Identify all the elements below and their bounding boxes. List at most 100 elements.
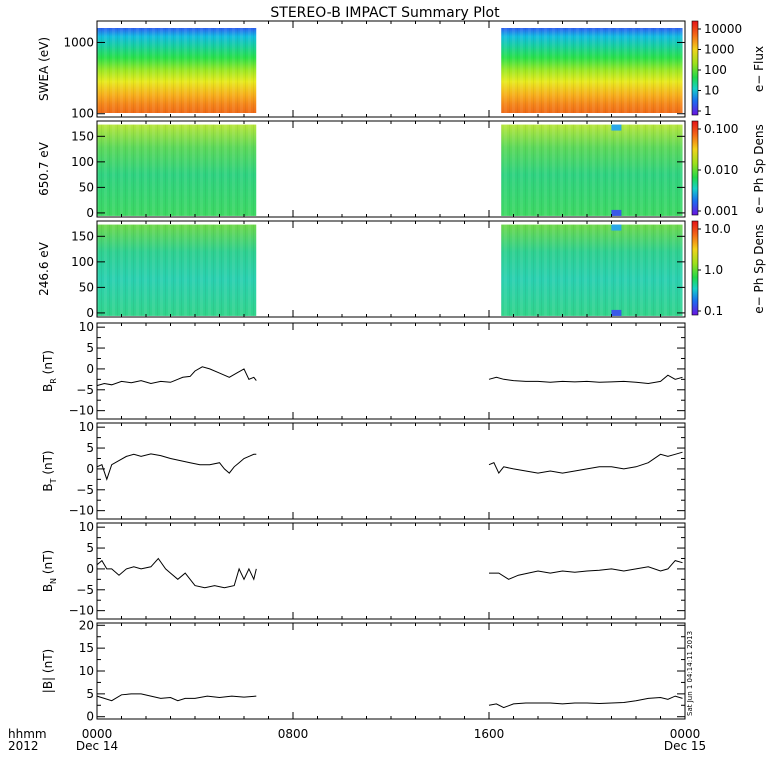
timestamp-label: Sat Jun 1 04:14:11 2013 <box>686 631 694 716</box>
y-axis-label-base: B <box>41 483 55 491</box>
colorbar-tick-label: 0.001 <box>704 204 738 218</box>
y-tick-label: −5 <box>76 583 94 597</box>
panel-frame <box>96 622 686 720</box>
series-line <box>96 557 257 589</box>
y-tick-label: 10 <box>79 664 94 678</box>
y-axis-label-subscript: T <box>49 478 58 484</box>
series-line <box>96 693 257 702</box>
y-tick-label: 0 <box>86 462 94 476</box>
y-tick-label: 10 <box>79 320 94 334</box>
x-row-label-hhmm: hhmm <box>8 727 47 741</box>
y-tick-label: 15 <box>79 641 94 655</box>
colorbar-tick-label: 100 <box>704 63 727 77</box>
y-axis-label: SWEA (eV) <box>37 37 51 101</box>
y-axis-label-unit: (nT) <box>41 350 55 378</box>
y-tick-label: 50 <box>79 280 94 294</box>
spectrogram-panel-1: 100 1000 SWEA (eV) 10000 1000 100 10 1 e− Flux <box>37 20 766 121</box>
y-axis-label-base: |B| <box>41 677 55 693</box>
y-tick-label: 5 <box>86 441 94 455</box>
spectrogram-texture <box>501 224 683 316</box>
series-line <box>96 366 257 387</box>
y-axis-label-unit: (nT) <box>41 550 55 578</box>
line-panel-n: 10 5 0 −5 −10 BN (nT) <box>41 520 686 620</box>
colorbar-tick-label: 10 <box>704 84 719 98</box>
x-tick-label-0000-end: 0000 <box>670 727 701 741</box>
colorbar <box>691 220 699 316</box>
series-line <box>488 451 683 475</box>
series-line <box>489 560 683 580</box>
x-tick-label-1600: 1600 <box>474 727 505 741</box>
colorbar-label: e− Ph Sp Dens <box>752 124 766 213</box>
y-tick-label: 5 <box>86 341 94 355</box>
series-line <box>488 374 683 385</box>
series-line <box>96 453 257 481</box>
series-line <box>488 695 683 709</box>
spectrogram-texture <box>97 124 257 216</box>
y-axis-label-base: B <box>41 384 55 392</box>
y-tick-label: −10 <box>69 604 94 618</box>
y-tick-label: −10 <box>69 404 94 418</box>
y-tick-label: 20 <box>79 618 94 632</box>
panel-frame <box>96 522 686 620</box>
y-tick-label: −10 <box>69 504 94 518</box>
y-tick-label: 0 <box>86 362 94 376</box>
spectrogram-blue-patch <box>611 209 622 216</box>
colorbar <box>691 20 699 116</box>
y-tick-label: 0 <box>86 306 94 320</box>
y-axis-label: |B| (nT) <box>41 649 55 693</box>
y-tick-label: −5 <box>76 483 94 497</box>
spectrogram-texture <box>97 224 257 316</box>
colorbar-tick-label: 0.100 <box>704 122 738 136</box>
colorbar-tick-label: 10000 <box>704 22 742 36</box>
x-date-label-dec15: Dec 15 <box>664 739 706 753</box>
x-axis-labels: hhmm 2012 0000 0800 1600 0000 Dec 14 Dec… <box>8 727 706 753</box>
y-tick-label: 10 <box>79 520 94 534</box>
y-axis-label-subscript: N <box>49 578 58 584</box>
spectrogram-blue-patch <box>611 224 622 231</box>
spectrogram-texture <box>501 124 683 216</box>
y-tick-label: 100 <box>71 155 94 169</box>
x-tick-label-0800: 0800 <box>278 727 309 741</box>
colorbar-label: e− Flux <box>752 46 766 92</box>
colorbar-label: e− Ph Sp Dens <box>752 224 766 313</box>
y-axis-label: 246.6 eV <box>37 241 51 296</box>
y-axis-label: BR (nT) <box>41 350 58 392</box>
line-panel-r: 10 5 0 −5 −10 BR (nT) <box>41 320 686 420</box>
y-tick-label: 100 <box>71 255 94 269</box>
plot-title: STEREO-B IMPACT Summary Plot <box>270 5 500 21</box>
y-tick-label: 50 <box>79 180 94 194</box>
colorbar-tick-label: 0.1 <box>704 304 723 318</box>
spectrogram-texture <box>97 28 257 113</box>
y-axis-label: 650.7 eV <box>37 141 51 196</box>
y-axis-label-base: B <box>41 584 55 592</box>
y-tick-label: 1000 <box>63 35 94 49</box>
spectrogram-blue-patch <box>611 309 622 316</box>
panel-frame <box>96 322 686 420</box>
spectrogram-panel-2: 0 50 100 150 650.7 eV 0.100 0.010 0.001 e− Ph Sp… <box>37 120 766 220</box>
y-tick-label: 0 <box>86 710 94 724</box>
colorbar-tick-label: 1000 <box>704 43 735 57</box>
y-tick-label: 0 <box>86 562 94 576</box>
panel-frame <box>96 422 686 520</box>
colorbar-tick-label: 0.010 <box>704 163 738 177</box>
y-axis-label-subscript: R <box>49 378 58 384</box>
y-tick-label: 0 <box>86 206 94 220</box>
line-panel-: 20 15 10 5 0 |B| (nT) <box>41 618 686 724</box>
colorbar-tick-label: 1.0 <box>704 263 723 277</box>
y-tick-label: −5 <box>76 383 94 397</box>
y-tick-label: 10 <box>79 420 94 434</box>
line-panel-t: 10 5 0 −5 −10 BT (nT) <box>41 420 686 520</box>
y-axis-label-unit: (nT) <box>41 649 55 677</box>
colorbar-tick-label: 1 <box>704 104 712 118</box>
y-tick-label: 5 <box>86 687 94 701</box>
spectrogram-texture <box>501 28 683 113</box>
y-tick-label: 150 <box>71 129 94 143</box>
colorbar <box>691 120 699 216</box>
y-axis-label: BN (nT) <box>41 550 58 592</box>
colorbar-tick-label: 10.0 <box>704 222 731 236</box>
y-tick-label: 150 <box>71 229 94 243</box>
spectrogram-blue-patch <box>611 124 622 131</box>
x-row-label-year: 2012 <box>8 739 39 753</box>
